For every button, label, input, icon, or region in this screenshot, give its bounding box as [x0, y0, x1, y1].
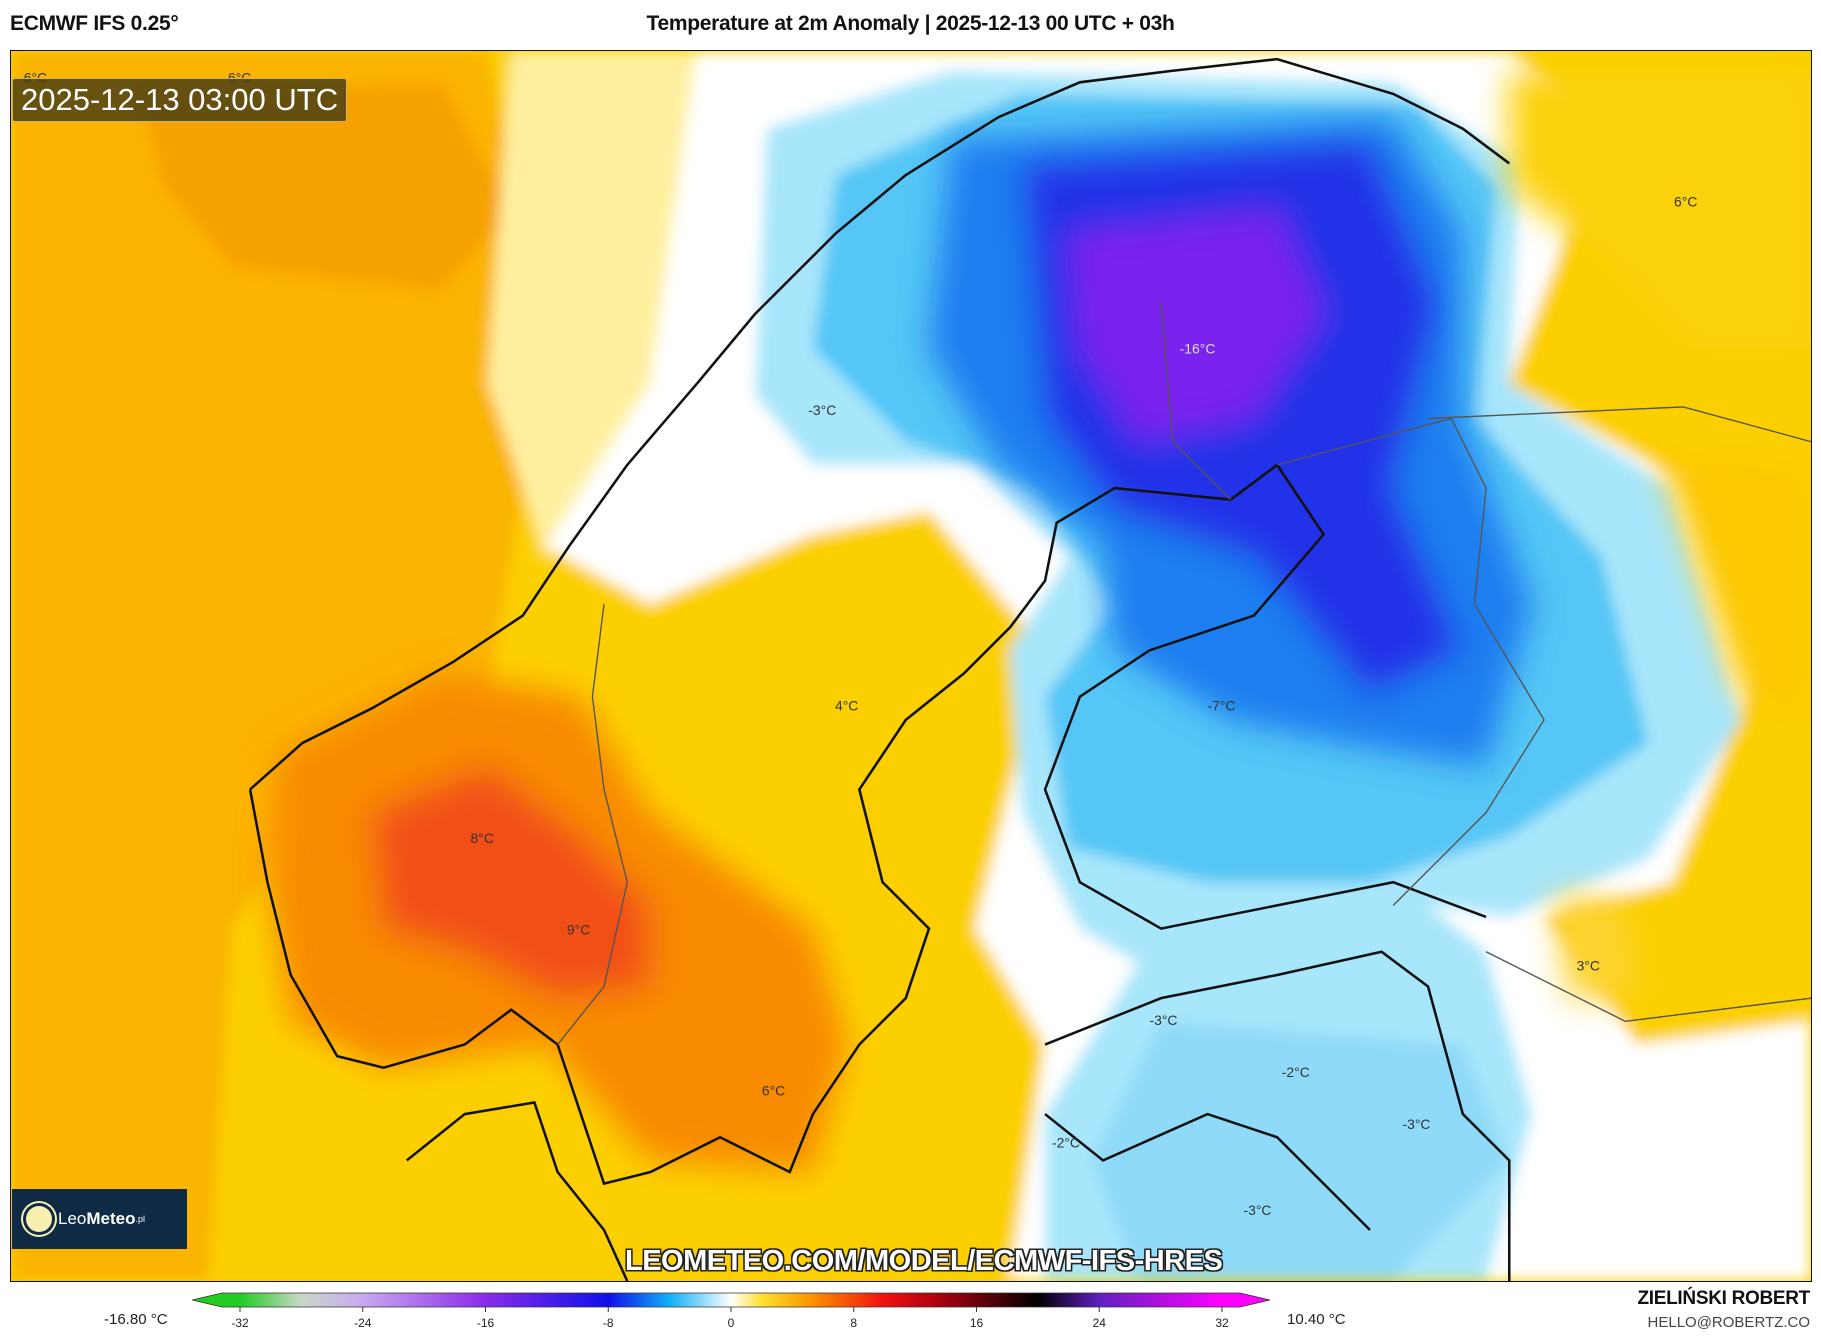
colorbar-scale: [191, 1292, 1271, 1308]
contour-label: 6°C: [1674, 193, 1697, 209]
warm-zone-east: [1660, 453, 1811, 720]
colorbar-tick-label: -8: [603, 1316, 614, 1330]
contour-label: 3°C: [1577, 957, 1600, 973]
contour-label: 4°C: [835, 698, 858, 714]
contour-label: 8°C: [471, 830, 494, 846]
contour-label: -2°C: [1282, 1064, 1310, 1080]
border-norway-sweden: [557, 603, 628, 1045]
logo-text-meteo: Meteo: [86, 1209, 136, 1228]
max-value-label: 10.40 °C: [1287, 1311, 1346, 1328]
contour-label: -3°C: [808, 402, 836, 418]
leometeo-logo: Leo Meteo .pl: [12, 1189, 187, 1249]
cold-core: [1068, 209, 1324, 442]
baltic-coastline: [1044, 950, 1511, 1281]
colorbar-tick-label: 0: [728, 1316, 735, 1330]
map-panel: 6°C 6°C 6°C -16°C -3°C 4°C -7°C 8°C 9°C …: [10, 50, 1812, 1282]
colorbar-tick-label: -24: [354, 1316, 372, 1330]
sweden-coastline: [248, 463, 1278, 1186]
colorbar: -32 -24 -16 -8 0 8 16 24 32: [191, 1292, 1271, 1330]
model-name: ECMWF IFS 0.25°: [10, 12, 179, 35]
warm-zone-northeast: [1509, 70, 1811, 349]
colorbar-tick-label: 24: [1093, 1316, 1107, 1330]
contour-label: -16°C: [1180, 341, 1216, 357]
valid-time-badge: 2025-12-13 03:00 UTC: [12, 78, 348, 122]
contour-label: 9°C: [567, 921, 590, 937]
contour-label: -2°C: [1052, 1135, 1080, 1151]
warm-zone-southeast: [1555, 893, 1637, 999]
colorbar-tick-label: 32: [1215, 1316, 1229, 1330]
colorbar-tick-label: 8: [850, 1316, 857, 1330]
anomaly-map: 6°C 6°C 6°C -16°C -3°C 4°C -7°C 8°C 9°C …: [11, 51, 1811, 1281]
baltic-cold-zone: [1091, 1021, 1510, 1281]
logo-suffix: .pl: [135, 1214, 146, 1224]
watermark-url: LEOMETEO.COM/MODEL/ECMWF-IFS-HRES: [625, 1245, 1223, 1277]
author-email: HELLO@ROBERTZ.CO: [1647, 1314, 1810, 1331]
colorbar-tick-label: -32: [231, 1316, 249, 1330]
borders: [557, 302, 1811, 1045]
sun-icon: [26, 1206, 52, 1232]
author-name: ZIELIŃSKI ROBERT: [1637, 1288, 1810, 1309]
contour-label: -3°C: [1243, 1202, 1271, 1218]
coastlines: [248, 57, 1511, 1281]
finland-coastline: [1043, 464, 1487, 930]
contour-label: -3°C: [1402, 1116, 1430, 1132]
contour-label: -7°C: [1208, 698, 1236, 714]
logo-text-leo: Leo: [58, 1209, 87, 1228]
contour-label: -3°C: [1149, 1012, 1177, 1028]
border-russia: [1427, 406, 1811, 1023]
min-value-label: -16.80 °C: [104, 1311, 168, 1328]
warm-core-scandinavia: [371, 766, 651, 999]
chart-title: Temperature at 2m Anomaly | 2025-12-13 0…: [646, 12, 1175, 35]
norway-coastline: [249, 57, 1511, 791]
colorbar-tick-label: -16: [477, 1316, 495, 1330]
contour-label: 6°C: [762, 1083, 785, 1099]
warm-ocean-zone: [11, 51, 547, 1281]
warm-core-north: [139, 82, 512, 291]
border-finland: [1160, 302, 1545, 906]
denmark-coastline: [405, 1101, 629, 1281]
colorbar-tick-label: 16: [970, 1316, 984, 1330]
